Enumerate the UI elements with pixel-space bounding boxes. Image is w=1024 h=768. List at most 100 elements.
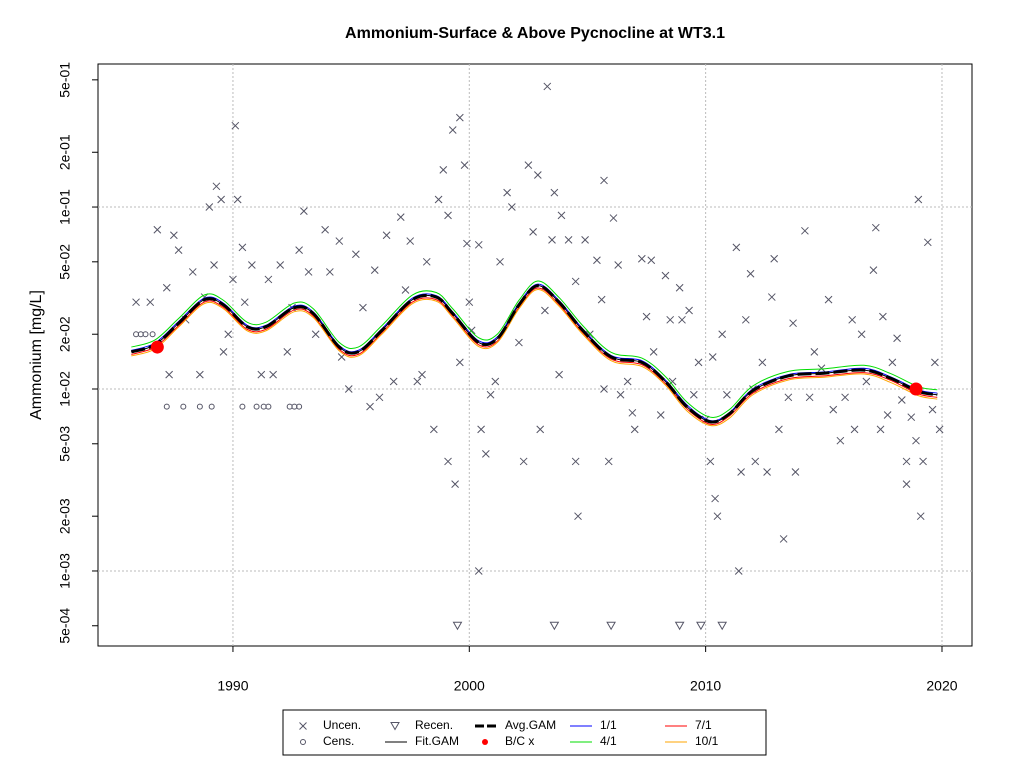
- point-x: [593, 256, 601, 265]
- point-x: [444, 211, 452, 220]
- marker-stroke: [614, 261, 623, 269]
- point-x: [931, 358, 939, 367]
- point-x: [413, 377, 422, 386]
- point-x: [746, 269, 755, 278]
- point-x: [238, 243, 247, 252]
- point-x: [810, 348, 819, 356]
- point-triangle: [606, 621, 616, 631]
- marker-stroke: [295, 246, 303, 254]
- y-axis-label: Ammonium [mg/L]: [28, 290, 45, 420]
- point-x: [713, 512, 722, 521]
- point-x: [666, 315, 675, 324]
- point-x: [923, 238, 932, 247]
- point-x: [718, 330, 727, 339]
- point-x: [876, 425, 885, 434]
- marker-stroke: [519, 457, 528, 466]
- marker-stroke: [902, 457, 911, 466]
- point-x: [642, 312, 651, 321]
- marker-stroke: [600, 385, 608, 393]
- marker-stroke: [460, 161, 469, 169]
- point-x: [850, 425, 859, 434]
- point-x: [375, 393, 384, 402]
- marker-stroke: [491, 377, 500, 386]
- point-x: [758, 358, 767, 367]
- marker-stroke: [879, 312, 887, 321]
- point-x: [406, 237, 415, 245]
- point-x: [550, 188, 559, 197]
- marker-stroke: [555, 370, 563, 379]
- marker-stroke: [746, 269, 755, 278]
- point-x: [708, 353, 717, 361]
- point-x: [763, 468, 771, 476]
- point-x: [661, 271, 670, 280]
- point-x: [196, 370, 204, 379]
- marker-stroke: [897, 396, 906, 404]
- point-x: [616, 390, 625, 399]
- point-x: [597, 295, 606, 304]
- marker-stroke: [751, 457, 760, 466]
- marker-stroke: [429, 425, 438, 434]
- y-tick-label: 2e-01: [57, 134, 73, 170]
- x-tick-label: 2000: [454, 678, 485, 694]
- marker-stroke: [741, 315, 750, 324]
- point-x: [897, 396, 906, 404]
- marker-stroke: [767, 293, 776, 301]
- point-x: [791, 468, 800, 476]
- marker-stroke: [451, 480, 459, 489]
- marker-stroke: [789, 319, 797, 328]
- marker-stroke: [406, 237, 415, 245]
- point-x: [637, 254, 646, 263]
- point-x: [805, 393, 814, 402]
- marker-stroke: [689, 390, 698, 399]
- point-x: [628, 408, 637, 417]
- marker-stroke: [474, 240, 483, 249]
- marker-stroke: [396, 213, 405, 221]
- point-x: [751, 457, 760, 466]
- marker-stroke: [188, 268, 197, 276]
- marker-stroke: [928, 405, 937, 414]
- marker-stroke: [533, 171, 542, 179]
- legend-label: Avg.GAM: [505, 718, 556, 732]
- point-x: [862, 377, 871, 386]
- marker-stroke: [541, 306, 549, 315]
- marker-stroke: [574, 512, 582, 521]
- point-x: [919, 457, 927, 466]
- marker-stroke: [321, 225, 329, 234]
- point-x: [300, 207, 308, 215]
- point-x: [564, 236, 573, 244]
- point-x: [536, 425, 545, 434]
- point-x: [434, 195, 443, 204]
- point-x: [264, 275, 273, 284]
- marker-stroke: [616, 390, 625, 399]
- marker-stroke: [153, 225, 162, 234]
- marker-stroke: [217, 195, 225, 204]
- marker-stroke: [455, 113, 464, 122]
- point-x: [694, 358, 703, 367]
- marker-stroke: [706, 457, 715, 466]
- marker-stroke: [496, 257, 504, 266]
- point-x: [325, 268, 334, 276]
- point-x: [217, 195, 225, 204]
- point-x: [299, 722, 307, 730]
- point-x: [257, 370, 266, 379]
- marker-stroke: [801, 226, 809, 235]
- point-x: [401, 286, 410, 294]
- legend-label: B/C x: [505, 734, 534, 748]
- marker-stroke: [817, 364, 826, 373]
- marker-stroke: [571, 457, 580, 466]
- marker-stroke: [604, 457, 613, 466]
- point-x: [668, 377, 677, 386]
- point-circle: [300, 739, 306, 745]
- point-x: [503, 188, 511, 197]
- point-x: [212, 182, 221, 191]
- point-bc: [150, 340, 164, 354]
- marker-stroke: [642, 312, 651, 321]
- marker-stroke: [888, 358, 897, 367]
- marker-stroke: [233, 195, 242, 204]
- x-tick-label: 2010: [690, 678, 721, 694]
- marker-stroke: [810, 348, 819, 356]
- point-x: [382, 231, 391, 240]
- point-circle: [265, 403, 272, 410]
- marker-stroke: [212, 182, 221, 191]
- point-x: [229, 275, 237, 284]
